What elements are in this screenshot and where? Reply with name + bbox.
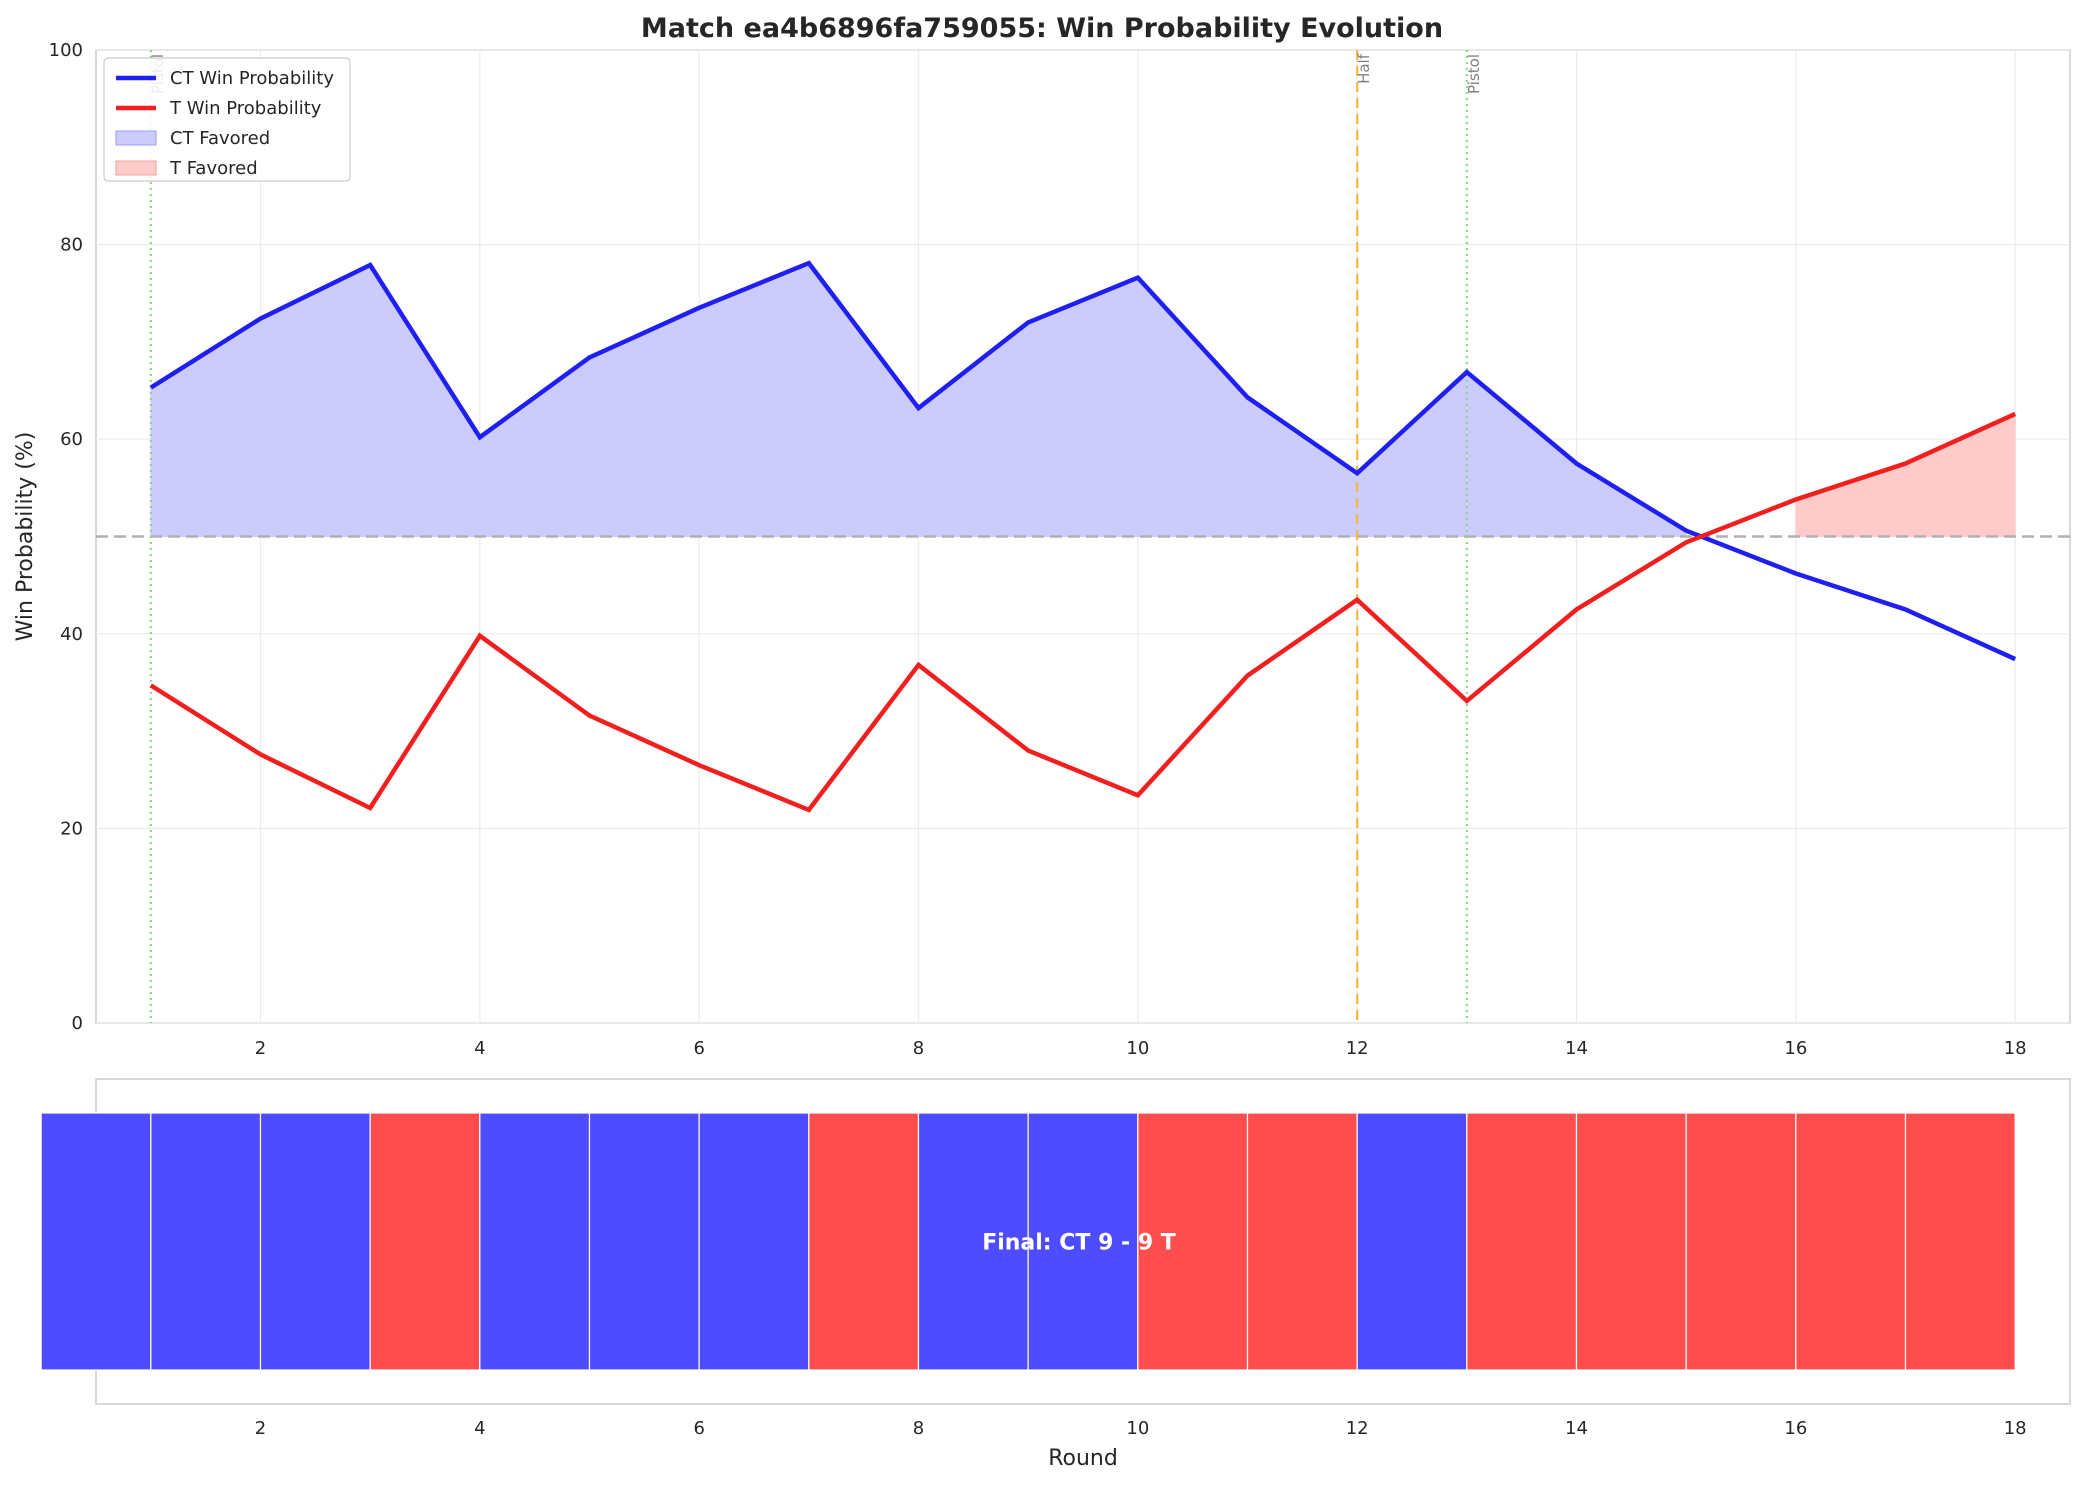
x-tick-label: 18 (2004, 1038, 2027, 1059)
t-probability-line (149, 411, 2017, 813)
x-tick-label: 6 (693, 1038, 704, 1059)
bottom-x-tick-labels: 2 4 6 8 10 12 14 16 18 (255, 1418, 2027, 1439)
round-bar-7-ct (698, 1112, 810, 1371)
x-tick-label: 10 (1126, 1038, 1149, 1059)
legend-ct-favored-label: CT Favored (170, 128, 270, 149)
round-bar-9-ct (917, 1112, 1029, 1371)
round-bar-10-ct (1027, 1112, 1139, 1371)
chart-title: Match ea4b6896fa759055: Win Probability … (641, 13, 1443, 44)
legend-t-favored-label: T Favored (169, 158, 258, 179)
legend-ct-line-label: CT Win Probability (170, 68, 334, 89)
x-tick-label: 12 (1346, 1038, 1369, 1059)
y-tick-label: 80 (60, 235, 83, 256)
y-tick-label: 0 (72, 1013, 83, 1034)
y-tick-labels: 0 20 40 60 80 100 (49, 40, 83, 1034)
x-tick-label: 10 (1126, 1418, 1149, 1439)
x-tick-label: 18 (2004, 1418, 2027, 1439)
round-bar-12-t (1246, 1112, 1358, 1371)
x-tick-label: 8 (913, 1038, 924, 1059)
round-bar-18-t (1904, 1112, 2016, 1371)
round-outcomes-axes: Final: CT 9 - 9 T 2 4 6 8 10 12 14 16 18 Round (40, 1078, 2071, 1471)
round-bar-11-t (1137, 1112, 1249, 1371)
marker-label-half: Half (1355, 53, 1373, 84)
round-bar-4-t (369, 1112, 481, 1371)
x-tick-label: 2 (255, 1038, 266, 1059)
y-axis-label: Win Probability (%) (13, 432, 38, 642)
x-tick-label: 16 (1784, 1418, 1807, 1439)
round-bar-15-t (1575, 1112, 1687, 1371)
x-tick-label: 14 (1565, 1038, 1588, 1059)
x-tick-label: 14 (1565, 1418, 1588, 1439)
y-tick-label: 100 (49, 40, 83, 61)
final-score-annotation: Final: CT 9 - 9 T (982, 1231, 1176, 1256)
round-bar-3-ct (259, 1112, 371, 1371)
y-tick-label: 20 (60, 818, 83, 839)
round-bar-1-ct (40, 1112, 152, 1371)
round-bar-8-t (808, 1112, 920, 1371)
probability-lines (149, 260, 2017, 813)
legend-t-favored-swatch (115, 160, 157, 176)
round-bar-6-ct (588, 1112, 700, 1371)
x-tick-label: 16 (1784, 1038, 1807, 1059)
x-tick-label: 12 (1346, 1418, 1369, 1439)
round-bar-5-ct (479, 1112, 591, 1371)
x-axis-label: Round (1048, 1446, 1118, 1471)
round-bar-14-t (1466, 1112, 1578, 1371)
x-tick-label: 6 (693, 1418, 704, 1439)
ct-probability-line (149, 260, 2017, 662)
round-outcome-bars (40, 1112, 2016, 1371)
legend: CT Win Probability T Win Probability CT Fa… (103, 57, 351, 182)
legend-box (103, 57, 351, 182)
round-bar-2-ct (150, 1112, 262, 1371)
y-tick-label: 60 (60, 429, 83, 450)
marker-label-pistol: Pistol (1465, 54, 1483, 94)
top-x-tick-labels: 2 4 6 8 10 12 14 16 18 (255, 1038, 2027, 1059)
y-tick-label: 40 (60, 624, 83, 645)
x-tick-label: 4 (474, 1038, 485, 1059)
round-bar-17-t (1795, 1112, 1907, 1371)
x-tick-label: 4 (474, 1418, 485, 1439)
x-tick-label: 2 (255, 1418, 266, 1439)
round-bar-13-ct (1356, 1112, 1468, 1371)
legend-ct-favored-swatch (115, 130, 157, 146)
round-bar-16-t (1685, 1112, 1797, 1371)
legend-t-line-label: T Win Probability (169, 98, 322, 119)
x-tick-label: 8 (913, 1418, 924, 1439)
round-markers: PistolHalfPistol (149, 50, 1483, 1023)
